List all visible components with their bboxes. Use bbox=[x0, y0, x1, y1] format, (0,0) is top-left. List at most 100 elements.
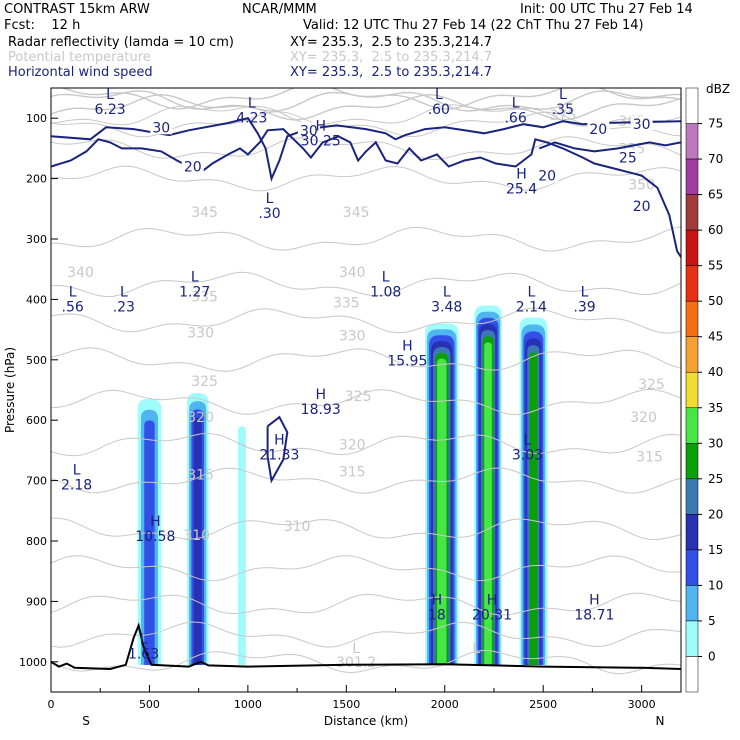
wind-label-0: 30 bbox=[152, 120, 170, 136]
colorbar-label-10: 25 bbox=[708, 472, 723, 486]
reflectivity-col5-lvl30 bbox=[529, 352, 538, 665]
extremum-type-20: H bbox=[150, 514, 161, 530]
wind-label-bg-1 bbox=[630, 116, 653, 132]
theta-contour-2 bbox=[51, 592, 681, 616]
theta-contour-8 bbox=[51, 347, 681, 372]
colorbar-swatch-15 bbox=[685, 656, 699, 693]
extremum-type-23: H bbox=[589, 592, 600, 608]
wind-label-bg-0 bbox=[150, 119, 173, 135]
extremum-value-24: 1.63 bbox=[128, 647, 159, 663]
theta-contour-1 bbox=[51, 621, 681, 648]
extremum-value-10: 1.27 bbox=[179, 284, 210, 300]
colorbar-units: dBZ bbox=[706, 82, 730, 96]
extremum-type-1: L bbox=[248, 95, 256, 111]
theta-contour-13 bbox=[51, 136, 681, 161]
model-title: CONTRAST 15km ARW bbox=[4, 2, 150, 17]
theta-label-14: 325 bbox=[638, 377, 665, 393]
x-tick-label-5: 2500 bbox=[529, 698, 557, 711]
wind-label-1: 30 bbox=[633, 117, 651, 133]
extremum-value-18: 3.03 bbox=[512, 447, 543, 463]
extremum-type-21: H bbox=[432, 592, 443, 608]
wind-label-bg-5 bbox=[181, 158, 204, 174]
theta-label-4: 345 bbox=[191, 205, 218, 221]
colorbar-swatch-14 bbox=[685, 620, 699, 657]
colorbar-swatch-11 bbox=[685, 514, 699, 551]
colorbar-swatch-1 bbox=[685, 158, 699, 195]
colorbar-label-6: 45 bbox=[708, 330, 723, 344]
theta-label-15: 320 bbox=[187, 410, 214, 426]
theta-contour-15 bbox=[51, 104, 681, 127]
forecast-hour: Fcst: 12 h bbox=[4, 18, 81, 33]
theta-label-16: 320 bbox=[339, 437, 366, 453]
extremum-type-10: L bbox=[191, 269, 199, 285]
wind-contour-0 bbox=[51, 117, 681, 182]
colorbar-label-8: 35 bbox=[708, 401, 723, 415]
reflectivity-col0-lvl15 bbox=[144, 420, 155, 665]
x-tick-label-3: 1500 bbox=[332, 698, 360, 711]
theta-contour-6 bbox=[51, 432, 681, 457]
extremum-type-7: L bbox=[266, 191, 274, 207]
extremum-type-8: L bbox=[69, 284, 77, 300]
extremum-type-15: H bbox=[402, 339, 413, 355]
extremum-value-16: 18.93 bbox=[301, 402, 341, 418]
theta-contour-16 bbox=[51, 93, 681, 121]
colorbar-swatch-13 bbox=[685, 585, 699, 622]
extremum-type-9: L bbox=[120, 284, 128, 300]
colorbar-label-1: 70 bbox=[708, 152, 723, 166]
y-axis-label: Pressure (hPa) bbox=[3, 347, 17, 433]
plot-frame bbox=[50, 87, 682, 693]
y-tick-label-2: 300 bbox=[26, 233, 47, 246]
colorbar-label-3: 60 bbox=[708, 223, 723, 237]
extremum-type-16: H bbox=[315, 387, 326, 403]
y-tick-label-4: 500 bbox=[26, 354, 47, 367]
field-xy-theta: XY= 235.3, 2.5 to 235.3,214.7 bbox=[290, 50, 493, 65]
wind-contour-3 bbox=[266, 415, 289, 484]
theta-contour-0 bbox=[51, 649, 681, 675]
colorbar-cap bbox=[685, 87, 699, 124]
extremum-type-18: L bbox=[524, 432, 532, 448]
colorbar-label-2: 65 bbox=[708, 188, 723, 202]
field-name-theta: Potential temperature bbox=[8, 50, 151, 65]
extremum-value-11: 1.08 bbox=[370, 284, 401, 300]
y-tick-label-8: 900 bbox=[26, 595, 47, 608]
theta-label-22: 310 bbox=[284, 519, 311, 535]
y-tick-label-1: 200 bbox=[26, 173, 47, 186]
init-time: Init: 00 UTC Thu 27 Feb 14 bbox=[520, 2, 693, 17]
colorbar-label-11: 20 bbox=[708, 507, 723, 521]
extremum-value-17: 21.33 bbox=[259, 447, 299, 463]
extremum-value-5: .35 bbox=[552, 102, 574, 118]
colorbar-swatch-3 bbox=[685, 229, 699, 266]
colorbar-swatch-2 bbox=[685, 194, 699, 231]
extremum-type-2: H bbox=[315, 118, 326, 134]
extremum-extra-0: L bbox=[352, 641, 360, 657]
field-name-reflectivity: Radar reflectivity (lamda = 10 cm) bbox=[8, 35, 234, 50]
y-tick-label-6: 700 bbox=[26, 475, 47, 488]
extremum-value-0: 6.23 bbox=[94, 102, 125, 118]
x-tick-label-4: 2000 bbox=[431, 698, 459, 711]
extremum-value-23: 18.71 bbox=[574, 607, 614, 623]
colorbar-label-7: 40 bbox=[708, 365, 723, 379]
extremum-value-13: 2.14 bbox=[516, 299, 547, 315]
wind-label-bg-7 bbox=[297, 122, 320, 138]
theta-contour-17 bbox=[51, 90, 681, 112]
reflectivity-layer bbox=[137, 305, 548, 665]
extremum-type-24: L bbox=[140, 632, 148, 648]
field-xy-wind: XY= 235.3, 2.5 to 235.3,214.7 bbox=[290, 65, 493, 80]
extremum-value-4: .66 bbox=[504, 110, 526, 126]
extremum-value-21: 18 bbox=[428, 607, 446, 623]
wind-label-4: 20 bbox=[538, 169, 556, 185]
colorbar-swatch-12 bbox=[685, 549, 699, 586]
field-xy-reflectivity: XY= 235.3, 2.5 to 235.3,214.7 bbox=[290, 35, 493, 50]
reflectivity-col3-lvl35 bbox=[437, 358, 447, 665]
colorbar-label-15: 0 bbox=[708, 649, 716, 663]
colorbar-swatch-6 bbox=[685, 336, 699, 373]
wind-label-3: 20 bbox=[589, 122, 607, 138]
theta-contour-4 bbox=[51, 517, 681, 541]
extremum-type-5: L bbox=[559, 87, 567, 103]
organization: NCAR/MMM bbox=[242, 2, 317, 17]
theta-contour-18 bbox=[60, 88, 681, 110]
theta-contour-10 bbox=[51, 271, 681, 298]
extremum-type-12: L bbox=[443, 284, 451, 300]
wind-contour-layer: 30 30 25 20 20 20 20 30 bbox=[51, 116, 681, 484]
